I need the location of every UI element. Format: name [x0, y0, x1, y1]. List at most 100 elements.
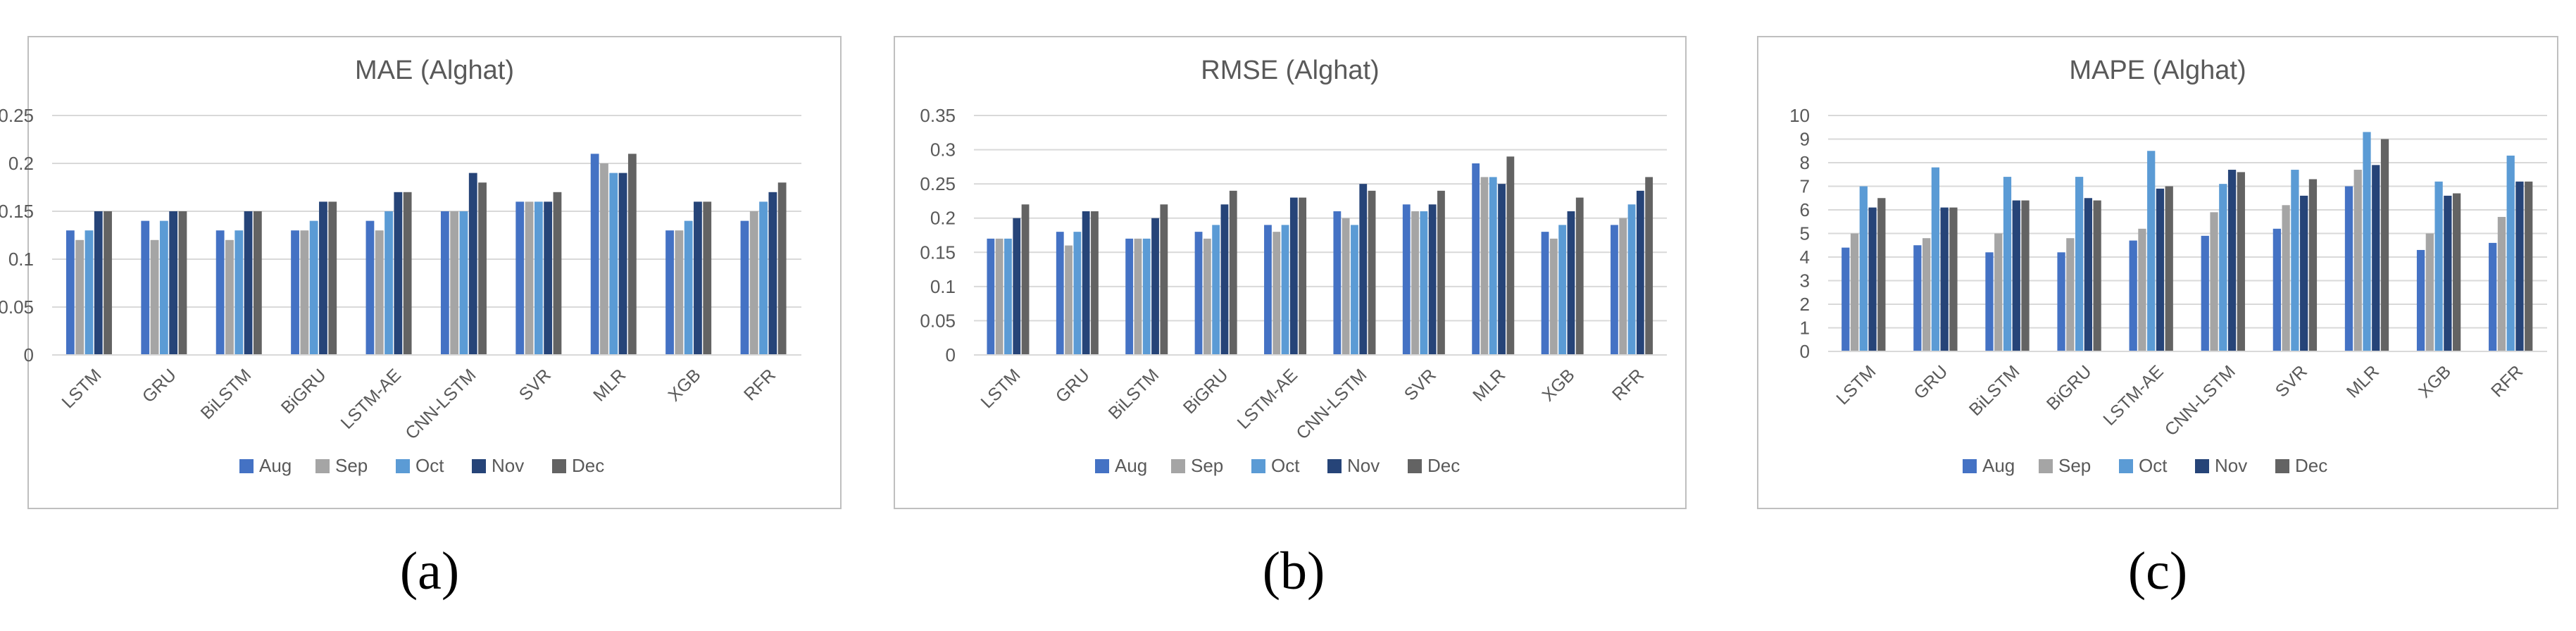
bar-aug-bilstm: [215, 230, 225, 355]
legend-swatch-aug: [1963, 459, 1977, 473]
bar-oct-xgb: [2434, 181, 2443, 351]
y-tick-label: 10: [1789, 105, 1810, 126]
bar-dec-rfr: [1645, 177, 1653, 355]
bar-nov-svr: [2300, 195, 2308, 351]
bar-aug-gru: [1056, 232, 1064, 355]
bar-oct-bigru: [1212, 225, 1220, 355]
legend-label-oct: Oct: [2139, 455, 2168, 476]
bar-dec-lstm: [104, 211, 112, 355]
legend-label-aug: Aug: [1982, 455, 2015, 476]
bar-aug-lstm-ae: [1264, 225, 1272, 355]
bar-sep-cnn-lstm: [2210, 212, 2218, 351]
legend-swatch-nov: [1327, 459, 1342, 473]
bar-oct-gru: [1073, 232, 1082, 355]
legend-swatch-aug: [1095, 459, 1109, 473]
bar-dec-bigru: [328, 201, 337, 355]
legend-label-oct: Oct: [1271, 455, 1300, 476]
bar-aug-svr: [2272, 228, 2282, 351]
y-tick-label: 0.25: [920, 173, 956, 194]
bar-aug-xgb: [665, 230, 674, 355]
y-tick-label: 0.15: [920, 242, 956, 263]
bar-aug-gru: [141, 220, 150, 355]
bar-dec-gru: [1949, 207, 1958, 351]
chart-title: RMSE (Alghat): [1201, 56, 1379, 85]
bar-sep-bilstm: [1994, 233, 2003, 351]
bar-oct-bilstm: [235, 230, 244, 355]
bar-nov-xgb: [2444, 195, 2452, 351]
y-tick-label: 5: [1800, 223, 1810, 244]
bar-dec-cnn-lstm: [1368, 190, 1376, 355]
y-tick-label: 1: [1800, 318, 1810, 339]
bar-oct-rfr: [1627, 204, 1636, 355]
legend-swatch-nov: [2195, 459, 2209, 473]
bar-oct-rfr: [2506, 155, 2515, 351]
bar-sep-bigru: [2066, 238, 2075, 351]
bar-dec-lstm-ae: [1299, 197, 1307, 355]
panel-caption: (c): [2128, 542, 2187, 601]
chart-panel-2: RMSE (Alghat)00.050.10.150.20.250.30.35L…: [894, 36, 1687, 509]
legend-label-sep: Sep: [335, 455, 368, 476]
bar-aug-cnn-lstm: [2201, 235, 2209, 351]
bar-nov-bilstm: [1151, 218, 1159, 355]
bar-dec-rfr: [777, 182, 787, 355]
bar-sep-bilstm: [1134, 238, 1142, 355]
bar-nov-cnn-lstm: [1359, 184, 1368, 355]
bar-sep-gru: [1922, 238, 1931, 351]
bar-aug-mlr: [2344, 186, 2353, 351]
bar-aug-bigru: [1194, 232, 1203, 355]
y-tick-label: 0: [1800, 341, 1810, 362]
bar-aug-mlr: [1472, 163, 1480, 355]
y-tick-label: 0: [24, 344, 34, 366]
bar-oct-lstm: [1004, 238, 1012, 355]
bar-oct-mlr: [1489, 177, 1497, 355]
bar-oct-bilstm: [1142, 238, 1151, 355]
bar-aug-cnn-lstm: [1333, 211, 1342, 355]
bar-sep-xgb: [2425, 233, 2434, 351]
bar-nov-lstm-ae: [394, 192, 403, 355]
y-tick-label: 9: [1800, 129, 1810, 150]
bar-sep-mlr: [2353, 170, 2362, 352]
bar-nov-mlr: [618, 173, 627, 355]
y-tick-label: 3: [1800, 270, 1810, 292]
bar-aug-rfr: [2489, 242, 2497, 351]
chart-frame: [27, 36, 842, 509]
y-tick-label: 0.1: [930, 276, 956, 297]
y-tick-label: 0.15: [0, 201, 34, 222]
bar-oct-lstm-ae: [384, 211, 393, 355]
bar-sep-cnn-lstm: [1342, 218, 1350, 355]
bar-aug-bilstm: [1985, 252, 1994, 351]
y-tick-label: 8: [1800, 152, 1810, 173]
y-tick-label: 0.05: [0, 296, 34, 318]
chart-title: MAE (Alghat): [355, 56, 514, 85]
bar-nov-cnn-lstm: [468, 173, 477, 355]
legend-swatch-sep: [315, 459, 330, 473]
bar-nov-mlr: [2372, 165, 2380, 351]
y-tick-label: 0.25: [0, 105, 34, 126]
y-tick-label: 0.3: [930, 139, 956, 161]
bar-nov-lstm: [94, 211, 103, 355]
bar-dec-bilstm: [253, 211, 262, 355]
bar-oct-xgb: [684, 220, 693, 355]
bar-nov-rfr: [1636, 190, 1644, 355]
bar-dec-mlr: [1506, 156, 1515, 356]
bar-oct-gru: [159, 220, 168, 355]
bar-dec-bigru: [2093, 200, 2101, 351]
bar-nov-xgb: [694, 201, 702, 355]
legend: Aug Sep Oct Nov Dec: [239, 455, 604, 476]
legend: Aug Sep Oct Nov Dec: [1095, 455, 1460, 476]
bar-oct-cnn-lstm: [1351, 225, 1358, 355]
bar-oct-gru: [1931, 167, 1940, 351]
panel-caption: (b): [1263, 542, 1325, 601]
bar-aug-lstm-ae: [365, 220, 375, 355]
y-tick-label: 0.2: [8, 153, 34, 174]
legend-label-aug: Aug: [1115, 455, 1147, 476]
legend-label-dec: Dec: [572, 455, 604, 476]
bar-nov-xgb: [1567, 211, 1575, 355]
bar-sep-lstm: [1850, 233, 1859, 351]
bar-nov-lstm-ae: [2156, 188, 2165, 351]
bar-nov-gru: [1082, 211, 1090, 355]
bar-sep-svr: [525, 201, 534, 355]
